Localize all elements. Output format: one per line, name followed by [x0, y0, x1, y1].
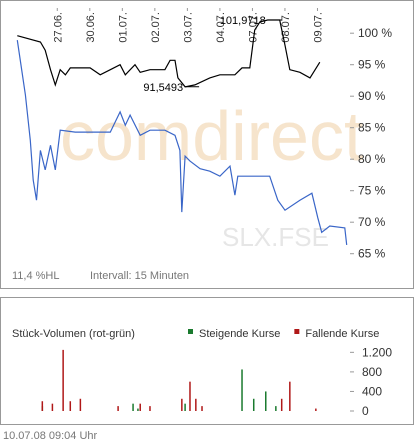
volume-bar [117, 406, 119, 411]
x-tick-label: 07.07. [247, 12, 259, 43]
y-tick-label: 85 % [358, 121, 386, 135]
volume-bar [275, 406, 277, 411]
x-tick-label: 02.07. [150, 12, 162, 43]
volume-bar [241, 369, 243, 411]
price-panel [0, 0, 414, 289]
hl-label: 11,4 %HL [12, 270, 60, 282]
volume-bar [184, 403, 186, 411]
x-tick-label: 30.06. [85, 12, 97, 43]
annotation: 91,5493 [143, 82, 183, 94]
y-tick-label: 80 % [358, 152, 386, 166]
y-tick-label: 65 % [358, 247, 386, 261]
y-tick-label: 1.200 [362, 345, 392, 359]
y-tick-label: 95 % [358, 58, 386, 72]
volume-bar [132, 403, 134, 411]
volume-bar [69, 401, 72, 411]
volume-panel [0, 297, 414, 425]
volume-bar [189, 381, 191, 411]
volume-bar [51, 403, 54, 411]
volume-bar [252, 398, 255, 411]
volume-bar [265, 391, 267, 411]
legend-label: Fallende Kurse [305, 328, 379, 340]
volume-title: Stück-Volumen (rot-grün) [12, 328, 135, 340]
volume-bar [181, 398, 183, 411]
y-tick-label: 75 % [358, 184, 386, 198]
legend-label: Steigende Kurse [199, 328, 280, 340]
x-tick-label: 01.07. [117, 12, 129, 43]
symbol-watermark: SLX.FSE [222, 222, 329, 252]
y-tick-label: 400 [362, 384, 382, 398]
volume-bar [137, 408, 139, 411]
y-tick-label: 0 [362, 404, 369, 418]
volume-bar [79, 398, 82, 411]
volume-bar [41, 401, 44, 411]
annotation: 101,9718 [220, 15, 266, 27]
interval-label: Intervall: 15 Minuten [90, 270, 189, 282]
x-tick-label: 27.06. [52, 12, 64, 43]
y-tick-label: 90 % [358, 89, 386, 103]
volume-bar [201, 406, 203, 411]
volume-bar [149, 406, 151, 411]
volume-bar [315, 408, 317, 411]
legend-swatch [294, 329, 300, 334]
watermark: comdirect [60, 97, 363, 175]
volume-bar [62, 349, 64, 411]
legend-swatch [188, 329, 193, 334]
x-tick-label: 03.07. [182, 12, 194, 43]
x-tick-label: 09.07. [312, 12, 324, 43]
y-tick-label: 800 [362, 365, 382, 379]
volume-bar [289, 381, 291, 411]
x-tick-label: 04.07. [215, 12, 227, 43]
volume-bar [280, 398, 283, 411]
volume-bar [139, 403, 141, 411]
timestamp: 10.07.08 09:04 Uhr [3, 430, 98, 442]
y-tick-label: 70 % [358, 215, 386, 229]
volume-bar [195, 398, 197, 411]
y-tick-label: 100 % [358, 26, 392, 40]
price-line [16, 40, 348, 245]
